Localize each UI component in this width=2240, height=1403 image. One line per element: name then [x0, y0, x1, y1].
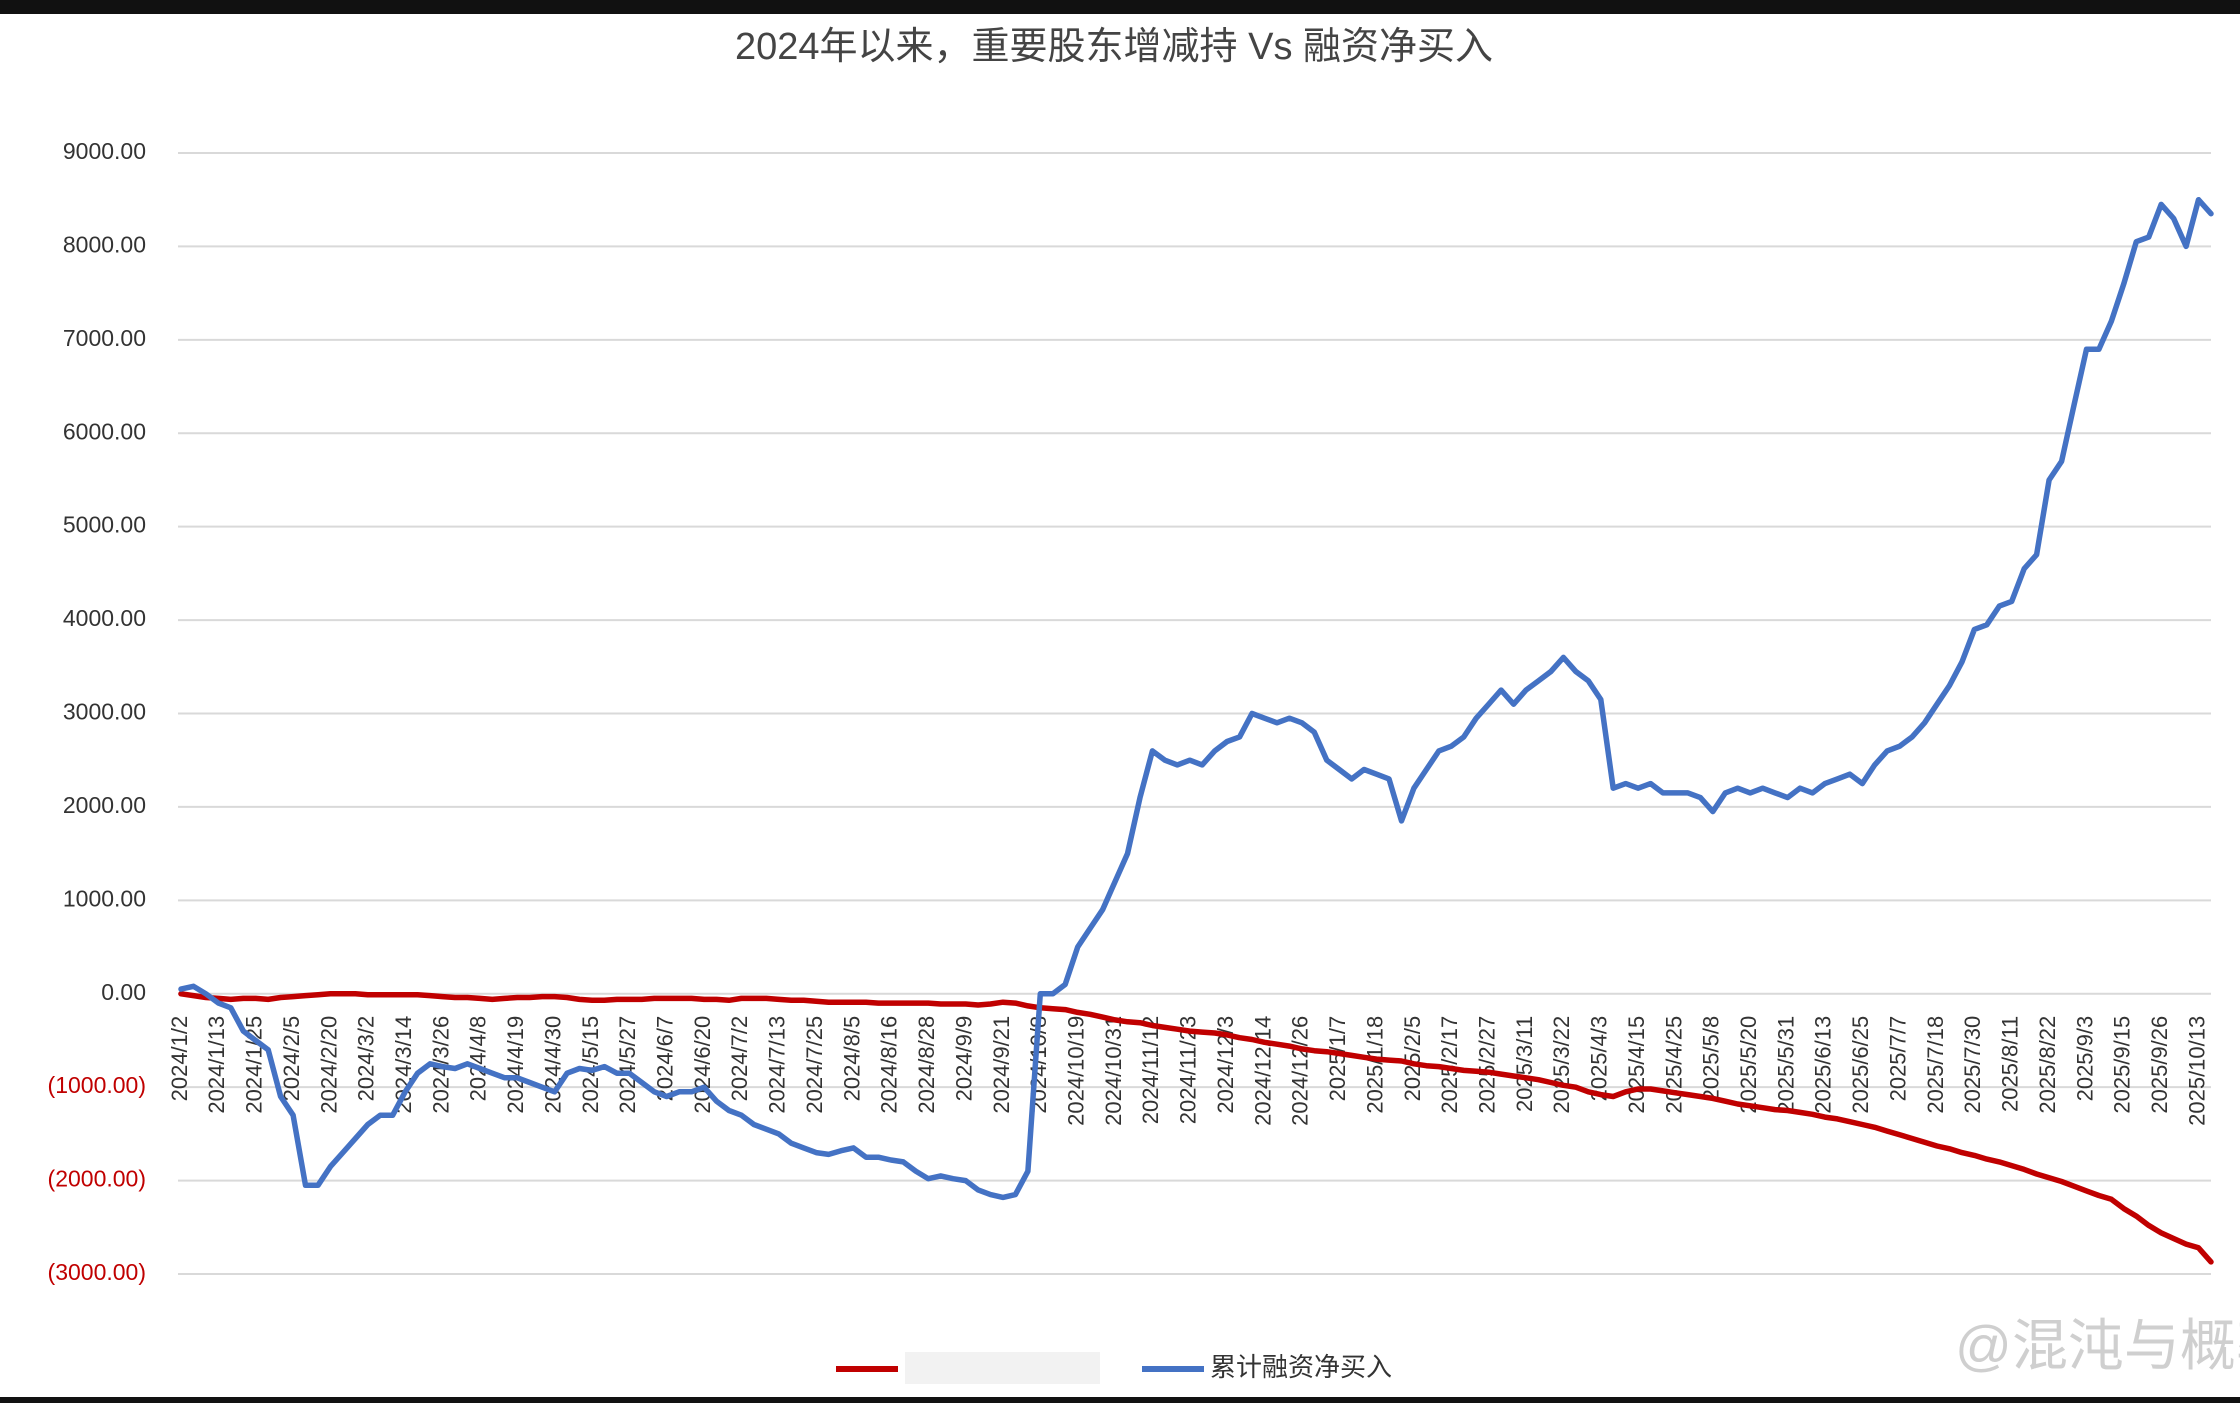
bottom-bar	[0, 1397, 2240, 1403]
x-tick-label: 2024/7/13	[765, 1016, 790, 1114]
x-tick-label: 2024/8/5	[839, 1016, 864, 1102]
y-tick-label: 0.00	[101, 979, 146, 1005]
x-tick-label: 2024/1/13	[204, 1016, 229, 1114]
x-tick-label: 2025/5/31	[1773, 1016, 1798, 1114]
x-tick-label: 2025/1/7	[1325, 1016, 1350, 1102]
y-tick-label: 3000.00	[63, 699, 146, 725]
series-line	[178, 196, 2214, 1201]
x-tick-label: 2025/5/8	[1699, 1016, 1724, 1102]
x-tick-label: 2025/3/11	[1512, 1016, 1537, 1112]
x-tick-label: 2024/11/12	[1138, 1016, 1163, 1124]
x-tick-label: 2025/5/20	[1736, 1016, 1761, 1114]
legend-label: 累计融资净买入	[1210, 1352, 1392, 1382]
x-tick-label: 2025/4/25	[1661, 1016, 1686, 1114]
x-tick-label: 2024/3/2	[354, 1016, 379, 1102]
y-tick-label: 1000.00	[63, 885, 146, 911]
x-tick-label: 2024/8/28	[914, 1016, 939, 1114]
x-tick-label: 2025/1/18	[1362, 1016, 1387, 1114]
x-tick-label: 2025/9/26	[2147, 1016, 2172, 1114]
top-bar	[0, 0, 2240, 14]
x-tick-label: 2024/12/26	[1288, 1016, 1313, 1126]
x-tick-label: 2025/2/5	[1400, 1016, 1425, 1102]
x-tick-label: 2024/12/3	[1213, 1016, 1238, 1114]
y-tick-label: 5000.00	[63, 512, 146, 538]
series-line	[178, 991, 2214, 1265]
x-tick-label: 2024/4/19	[503, 1016, 528, 1114]
x-tick-label: 2024/2/5	[279, 1016, 304, 1102]
x-tick-label: 2024/2/20	[316, 1016, 341, 1114]
x-tick-label: 2025/8/11	[1998, 1016, 2023, 1112]
watermark: @混沌与概率1997	[1955, 1314, 2240, 1377]
x-tick-label: 2025/4/3	[1587, 1016, 1612, 1102]
y-tick-label: (2000.00)	[48, 1166, 146, 1192]
x-tick-label: 2025/10/13	[2184, 1016, 2209, 1126]
x-tick-label: 2025/4/15	[1624, 1016, 1649, 1114]
x-tick-label: 2024/10/31	[1101, 1016, 1126, 1126]
x-tick-label: 2025/8/22	[2035, 1016, 2060, 1114]
y-tick-label: 2000.00	[63, 792, 146, 818]
x-tick-label: 2024/7/2	[727, 1016, 752, 1102]
x-tick-label: 2024/5/15	[578, 1016, 603, 1114]
x-tick-label: 2025/6/13	[1811, 1016, 1836, 1114]
x-tick-label: 2024/7/25	[802, 1016, 827, 1114]
x-tick-label: 2024/12/14	[1250, 1016, 1275, 1126]
x-tick-label: 2025/2/27	[1474, 1016, 1499, 1114]
x-tick-label: 2024/4/8	[466, 1016, 491, 1102]
x-tick-label: 2024/8/16	[877, 1016, 902, 1114]
x-tick-label: 2024/10/19	[1063, 1016, 1088, 1126]
y-tick-label: 7000.00	[63, 325, 146, 351]
x-tick-label: 2024/9/9	[951, 1016, 976, 1102]
y-tick-label: (1000.00)	[48, 1072, 146, 1098]
y-tick-label: (3000.00)	[48, 1259, 146, 1285]
x-tick-label: 2025/3/22	[1549, 1016, 1574, 1114]
x-tick-label: 2025/7/18	[1923, 1016, 1948, 1114]
x-tick-label: 2024/5/27	[615, 1016, 640, 1114]
x-tick-label: 2024/9/21	[989, 1016, 1014, 1114]
x-tick-label: 2024/6/7	[653, 1016, 678, 1102]
y-tick-label: 9000.00	[63, 138, 146, 164]
y-tick-label: 8000.00	[63, 231, 146, 257]
legend-blur	[905, 1352, 1100, 1384]
x-tick-label: 2024/1/2	[167, 1016, 192, 1102]
x-tick-label: 2024/4/30	[540, 1016, 565, 1114]
x-tick-label: 2025/7/30	[1960, 1016, 1985, 1114]
y-tick-label: 6000.00	[63, 418, 146, 444]
x-tick-label: 2025/9/3	[2072, 1016, 2097, 1102]
x-tick-label: 2025/7/7	[1885, 1016, 1910, 1102]
chart-title: 2024年以来，重要股东增减持 Vs 融资净买入	[735, 26, 1493, 68]
x-tick-label: 2025/6/25	[1848, 1016, 1873, 1114]
x-tick-label: 2025/9/15	[2110, 1016, 2135, 1114]
y-tick-label: 4000.00	[63, 605, 146, 631]
